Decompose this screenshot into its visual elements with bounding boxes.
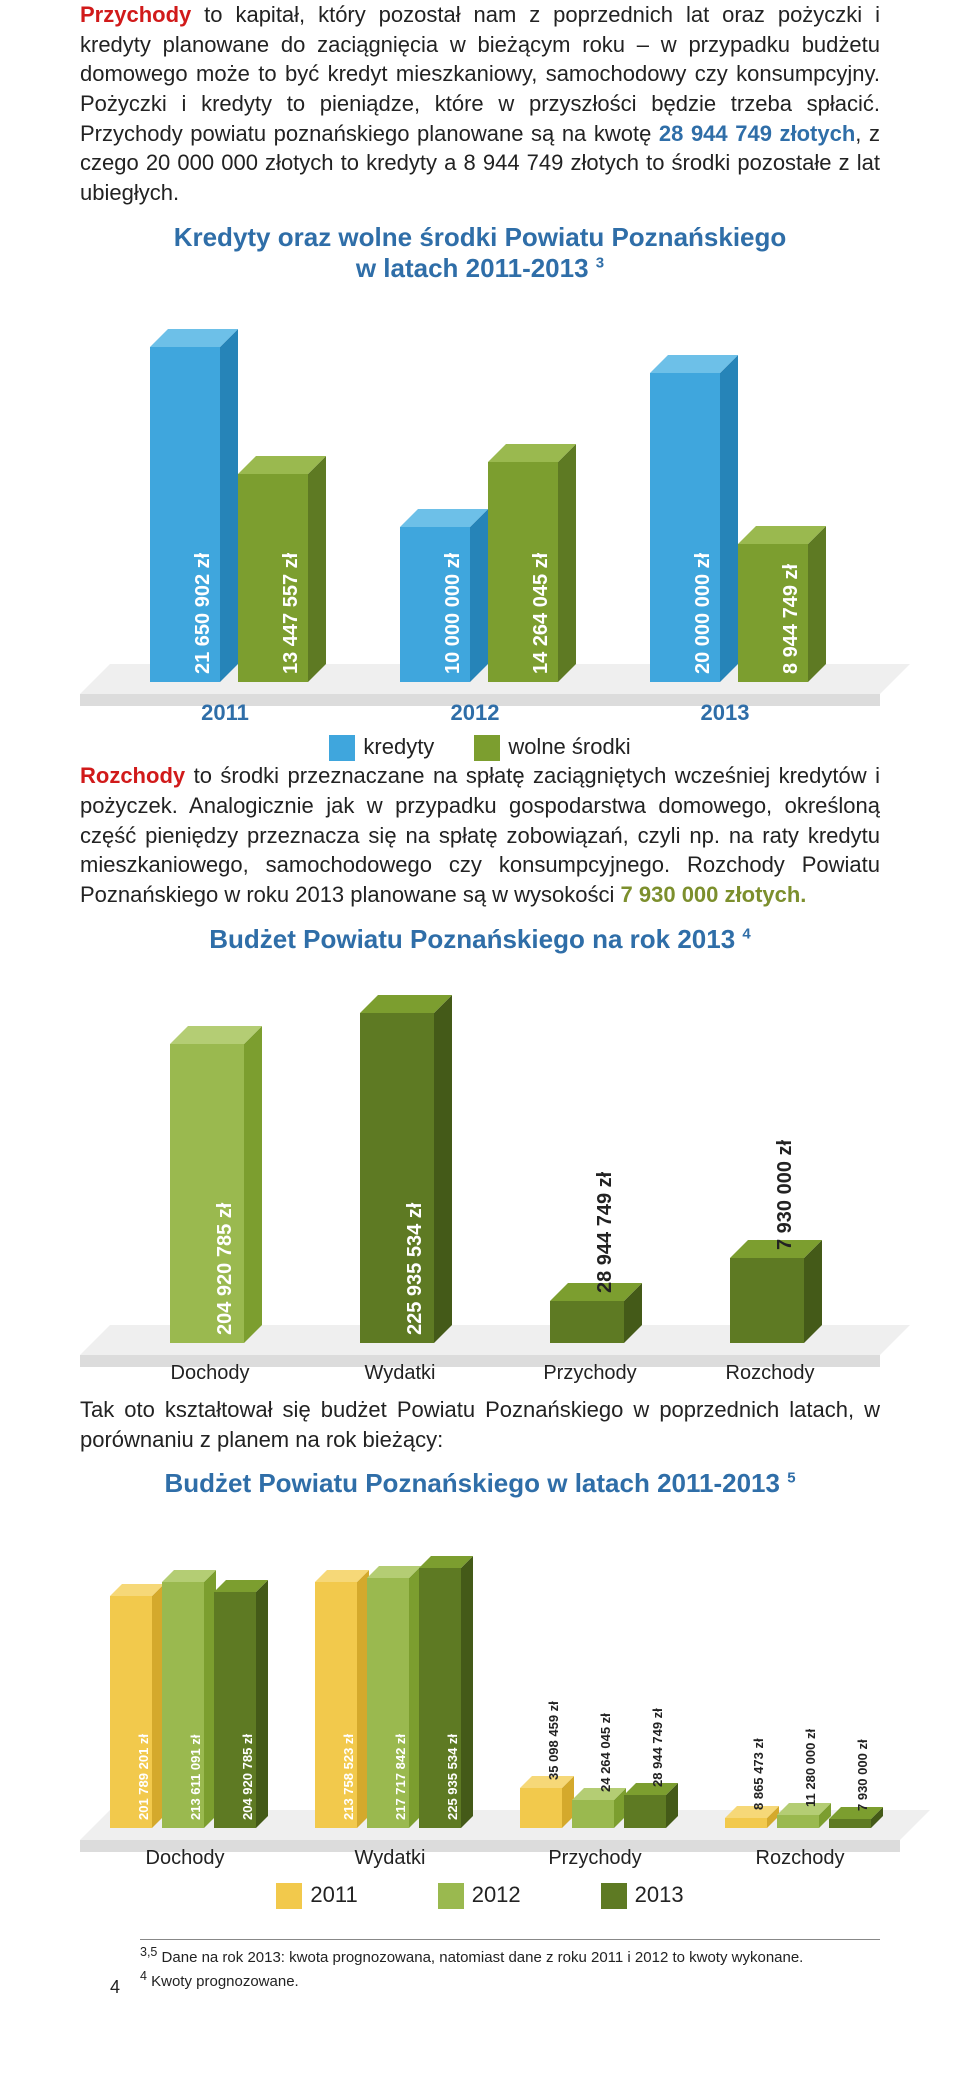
chart3-legend: 2011 2012 2013: [80, 1882, 880, 1909]
page-content: Przychody to kapitał, który pozostał nam…: [0, 0, 960, 2032]
chart1-title-text: Kredyty oraz wolne środki Powiatu Poznań…: [174, 222, 787, 283]
bar-value-label: 11 280 000 zł: [803, 1728, 818, 1806]
bar-value-label: 35 098 459 zł: [546, 1701, 561, 1780]
chart3-sup: 5: [787, 1470, 795, 1487]
bar3d: 204 920 785 zł: [170, 1044, 244, 1343]
bar3d: 225 935 534 zł: [360, 1013, 434, 1343]
chart2-sup: 4: [742, 925, 750, 942]
bar3d: 7 930 000 zł: [829, 1819, 871, 1828]
bar3d: 24 264 045 zł: [572, 1800, 614, 1828]
bar3d: 217 717 842 zł: [367, 1578, 409, 1828]
bar-value-label: 201 789 201 zł: [136, 1734, 151, 1820]
bar3d: 21 650 902 zł: [150, 347, 220, 682]
bar3d: 225 935 534 zł: [419, 1568, 461, 1828]
para-przychody: Przychody to kapitał, który pozostał nam…: [80, 0, 880, 208]
xaxis-label: Rozchody: [715, 1847, 885, 1870]
bar-value-label: 213 611 091 zł: [188, 1734, 203, 1819]
kw-amount-1: 28 944 749 złotych: [659, 121, 855, 146]
bar3d: 28 944 749 zł: [624, 1795, 666, 1828]
bar3d: 8 865 473 zł: [725, 1818, 767, 1828]
bar-value-label: 7 930 000 zł: [855, 1739, 870, 1811]
kw-przychody: Przychody: [80, 2, 191, 27]
xaxis-label: Dochody: [120, 1362, 300, 1385]
bar-value-label: 28 944 749 zł: [650, 1708, 665, 1787]
bar-value-label: 204 920 785 zł: [214, 1203, 237, 1335]
bar-value-label: 217 717 842 zł: [393, 1734, 408, 1820]
bar3d: 213 758 523 zł: [315, 1582, 357, 1828]
bar-value-label: 204 920 785 zł: [240, 1734, 255, 1820]
chart3: 201 789 201 zł 213 611 091 zł 204 920 785 …: [80, 1510, 900, 1840]
page-number: 4: [110, 1977, 120, 1998]
legend-item: 2012: [438, 1882, 521, 1909]
bar-value-label: 28 944 749 zł: [594, 1172, 617, 1293]
bar-value-label: 225 935 534 zł: [404, 1203, 427, 1335]
bar3d: 35 098 459 zł: [520, 1788, 562, 1828]
fn1-text: Dane na rok 2013: kwota prognozowana, na…: [157, 1949, 803, 1966]
bar3d: 20 000 000 zł: [650, 373, 720, 682]
chart1: 21 650 902 zł13 447 557 zł201110 000 000…: [80, 294, 880, 694]
footnote-line: 3,5 Dane na rok 2013: kwota prognozowana…: [140, 1939, 880, 1992]
bar-value-label: 8 944 749 zł: [780, 564, 803, 674]
bar-value-label: 21 650 902 zł: [192, 553, 215, 674]
bar-value-label: 8 865 473 zł: [751, 1738, 766, 1810]
bar-value-label: 24 264 045 zł: [598, 1713, 613, 1792]
chart3-title-text: Budżet Powiatu Poznańskiego w latach 201…: [164, 1468, 787, 1498]
bar-value-label: 10 000 000 zł: [442, 553, 465, 674]
bar3d: 14 264 045 zł: [488, 462, 558, 682]
chart1-sup: 3: [596, 254, 604, 271]
xaxis-label: Wydatki: [305, 1847, 475, 1870]
bar-value-label: 13 447 557 zł: [280, 553, 303, 674]
legend-item: 2013: [601, 1882, 684, 1909]
bar3d: 213 611 091 zł: [162, 1582, 204, 1828]
chart1-legend: kredyty wolne środki: [80, 734, 880, 761]
xaxis-label: 2013: [645, 700, 805, 726]
xaxis-label: 2012: [395, 700, 555, 726]
bar-value-label: 20 000 000 zł: [692, 553, 715, 674]
bar3d: 8 944 749 zł: [738, 544, 808, 682]
fn2-text: Kwoty prognozowane.: [147, 1973, 299, 1990]
fn2-sup: 4: [140, 1969, 147, 1983]
xaxis-label: 2011: [145, 700, 305, 726]
para-summary: Tak oto kształtował się budżet Powiatu P…: [80, 1395, 880, 1454]
bar3d: 204 920 785 zł: [214, 1592, 256, 1828]
bar-value-label: 225 935 534 zł: [445, 1734, 460, 1820]
bar-value-label: 213 758 523 zł: [341, 1734, 356, 1820]
kw-amount-2: 7 930 000 złotych.: [621, 882, 807, 907]
bar-value-label: 7 930 000 zł: [774, 1140, 797, 1250]
chart1-title: Kredyty oraz wolne środki Powiatu Poznań…: [80, 222, 880, 284]
footnotes: 4 3,5 Dane na rok 2013: kwota prognozowa…: [80, 1939, 880, 1992]
legend-item: kredyty: [329, 734, 434, 761]
legend-item: wolne środki: [474, 734, 630, 761]
bar3d: 10 000 000 zł: [400, 527, 470, 682]
bar3d: 11 280 000 zł: [777, 1815, 819, 1828]
xaxis-label: Przychody: [500, 1362, 680, 1385]
xaxis-label: Rozchody: [680, 1362, 860, 1385]
chart3-title: Budżet Powiatu Poznańskiego w latach 201…: [80, 1468, 880, 1499]
chart2-title-text: Budżet Powiatu Poznańskiego na rok 2013: [209, 924, 742, 954]
chart2-title: Budżet Powiatu Poznańskiego na rok 2013 …: [80, 924, 880, 955]
bar-value-label: 14 264 045 zł: [530, 553, 553, 674]
xaxis-label: Wydatki: [310, 1362, 490, 1385]
para-rozchody: Rozchody to środki przeznaczane na spłat…: [80, 761, 880, 909]
fn1: 3,5 Dane na rok 2013: kwota prognozowana…: [140, 1944, 880, 1968]
fn1-sup: 3,5: [140, 1945, 157, 1959]
legend-item: 2011: [276, 1882, 357, 1909]
bar3d: 7 930 000 zł: [730, 1258, 804, 1343]
fn2: 4 Kwoty prognozowane.: [140, 1968, 880, 1992]
xaxis-label: Przychody: [510, 1847, 680, 1870]
kw-rozchody: Rozchody: [80, 763, 185, 788]
bar3d: 13 447 557 zł: [238, 474, 308, 682]
bar3d: 28 944 749 zł: [550, 1301, 624, 1343]
chart2: 204 920 785 złDochody225 935 534 złWydat…: [80, 965, 880, 1355]
xaxis-label: Dochody: [100, 1847, 270, 1870]
bar3d: 201 789 201 zł: [110, 1596, 152, 1828]
